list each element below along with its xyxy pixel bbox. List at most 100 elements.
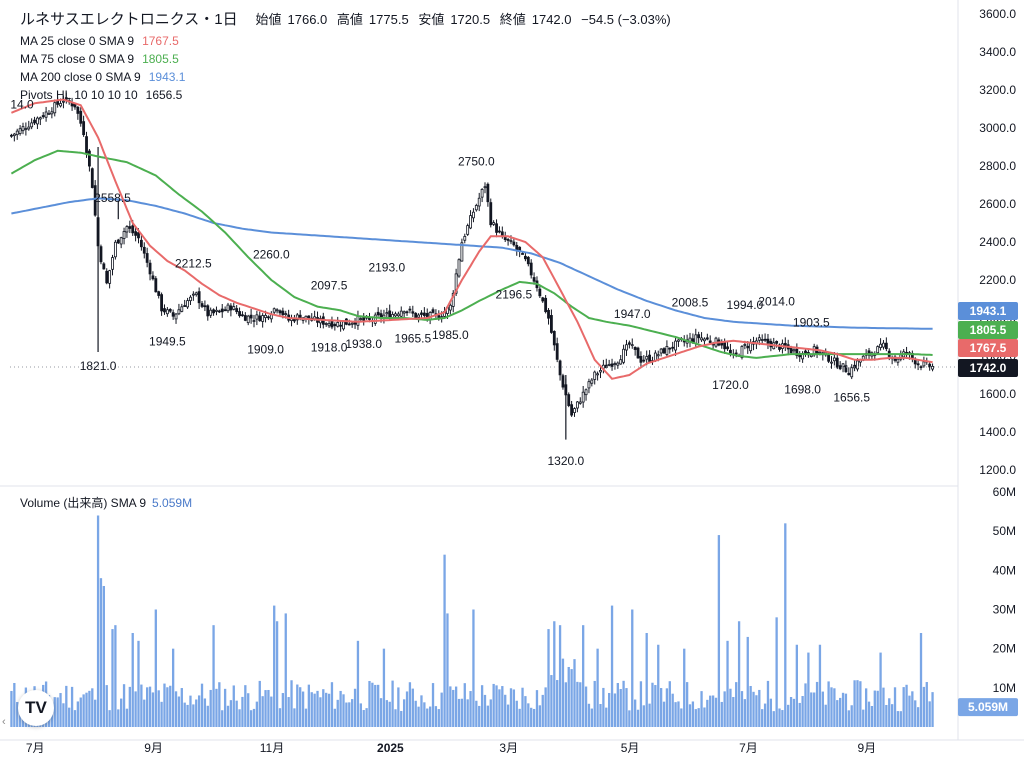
volume-bar (264, 690, 267, 727)
volume-bar (844, 693, 848, 727)
volume-bar (833, 688, 836, 727)
low-label: 安値 (418, 12, 445, 27)
candle-body (342, 321, 345, 330)
volume-bar (313, 693, 316, 727)
volume-bar (827, 681, 830, 727)
legend-ma75[interactable]: MA 75 close 0 SMA 9 1805.5 (20, 52, 179, 66)
candle-body (264, 314, 267, 319)
candle-body (53, 102, 57, 114)
volume-bar (665, 688, 669, 727)
candle-body (489, 202, 493, 226)
volume-bar (879, 652, 882, 727)
volume-bar (420, 695, 423, 727)
volume-bar (192, 704, 195, 727)
candle-body (209, 309, 213, 316)
volume-bar (700, 691, 703, 727)
volume-bar (339, 690, 342, 727)
volume-bar (867, 701, 871, 727)
candle-body (163, 308, 166, 313)
volume-bar (278, 708, 282, 727)
volume-bar (385, 700, 388, 727)
scroll-left-icon[interactable]: ‹ (2, 716, 6, 728)
legend-ma25-label: MA 25 close 0 SMA 9 (20, 34, 135, 48)
volume-bar (841, 692, 845, 727)
price-badge (958, 359, 1018, 377)
volume-bar (778, 708, 781, 727)
volume-bar (495, 685, 498, 727)
legend-ma25[interactable]: MA 25 close 0 SMA 9 1767.5 (20, 34, 179, 48)
candle-body (194, 292, 198, 296)
candle-body (561, 375, 565, 388)
volume-bar (801, 696, 804, 727)
volume-bar (720, 701, 723, 727)
candle-body (795, 348, 799, 356)
candle-body (472, 211, 475, 219)
volume-bar (890, 704, 894, 727)
candle-body (295, 314, 299, 321)
volume-bar (195, 699, 198, 727)
candle-body (347, 323, 351, 326)
candle-body (82, 121, 86, 136)
volume-bar (761, 709, 764, 727)
candle-body (573, 408, 576, 413)
candle-body (379, 313, 383, 318)
legend-pivots[interactable]: Pivots HL 10 10 10 10 1656.5 (20, 88, 182, 102)
price-badge (958, 321, 1018, 339)
candle-body (734, 352, 738, 355)
high-label: 高値 (336, 12, 363, 27)
candle-body (916, 363, 920, 366)
symbol-title[interactable]: ルネサスエレクトロニクス・1日 (20, 11, 238, 28)
volume-bar (437, 709, 440, 727)
volume-bar (547, 629, 550, 727)
volume-bar (714, 697, 718, 727)
volume-bar (610, 605, 614, 727)
candle-body (879, 343, 882, 348)
volume-bar (290, 680, 293, 727)
volume-bar (394, 709, 397, 727)
volume-bar (735, 682, 738, 727)
pivot-label: 1909.0 (247, 342, 284, 356)
candle-body (431, 309, 435, 313)
volume-bar (475, 700, 478, 727)
volume-bar (131, 633, 134, 727)
volume-bar (91, 688, 94, 727)
volume-bar (732, 697, 735, 727)
volume-bar (758, 689, 761, 727)
volume-bar (434, 706, 438, 727)
time-tick-label: 7月 (739, 741, 758, 755)
candle-body (567, 394, 571, 406)
legend-ma200[interactable]: MA 200 close 0 SMA 9 1943.1 (20, 70, 185, 84)
price-tick-label: 2200.0 (979, 273, 1016, 287)
volume-bar (466, 699, 469, 727)
volume-bar (521, 687, 524, 727)
tradingview-logo-icon[interactable]: TV (18, 690, 54, 726)
candle-body (10, 134, 13, 137)
price-tick-label: 2400.0 (979, 235, 1016, 249)
volume-bar (723, 691, 726, 727)
volume-bar (697, 708, 700, 727)
volume-bar (602, 687, 605, 727)
candle-body (44, 111, 48, 118)
volume-bar (792, 698, 796, 727)
volume-bar (307, 684, 311, 727)
volume-bar (501, 686, 504, 727)
candle-body (662, 348, 666, 354)
volume-bar (417, 706, 420, 727)
volume-legend[interactable]: Volume (出来高) SMA 9 5.059M (20, 494, 192, 511)
volume-bar (284, 613, 287, 727)
candle-body (809, 354, 813, 357)
volume-bar (440, 692, 443, 727)
candle-body (827, 353, 831, 362)
candle-body (261, 315, 265, 322)
volume-bar (235, 700, 238, 727)
volume-bar (206, 705, 209, 727)
candle-body (27, 126, 31, 130)
candle-body (191, 293, 195, 296)
volume-bar (870, 705, 874, 727)
candle-body (417, 314, 420, 318)
volume-bar (457, 698, 461, 727)
candle-body (529, 262, 533, 276)
volume-bar (784, 523, 787, 727)
volume-bar (683, 648, 686, 727)
